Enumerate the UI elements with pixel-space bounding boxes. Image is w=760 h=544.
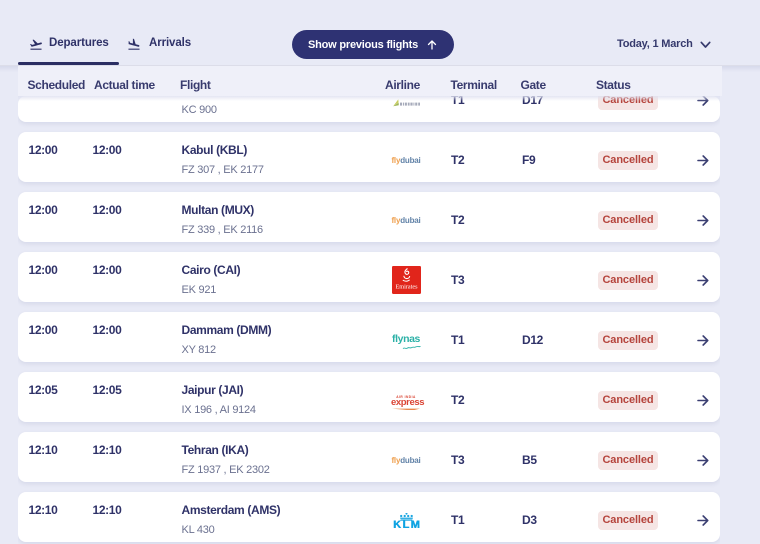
svg-text:Emirates: Emirates [395,284,418,291]
